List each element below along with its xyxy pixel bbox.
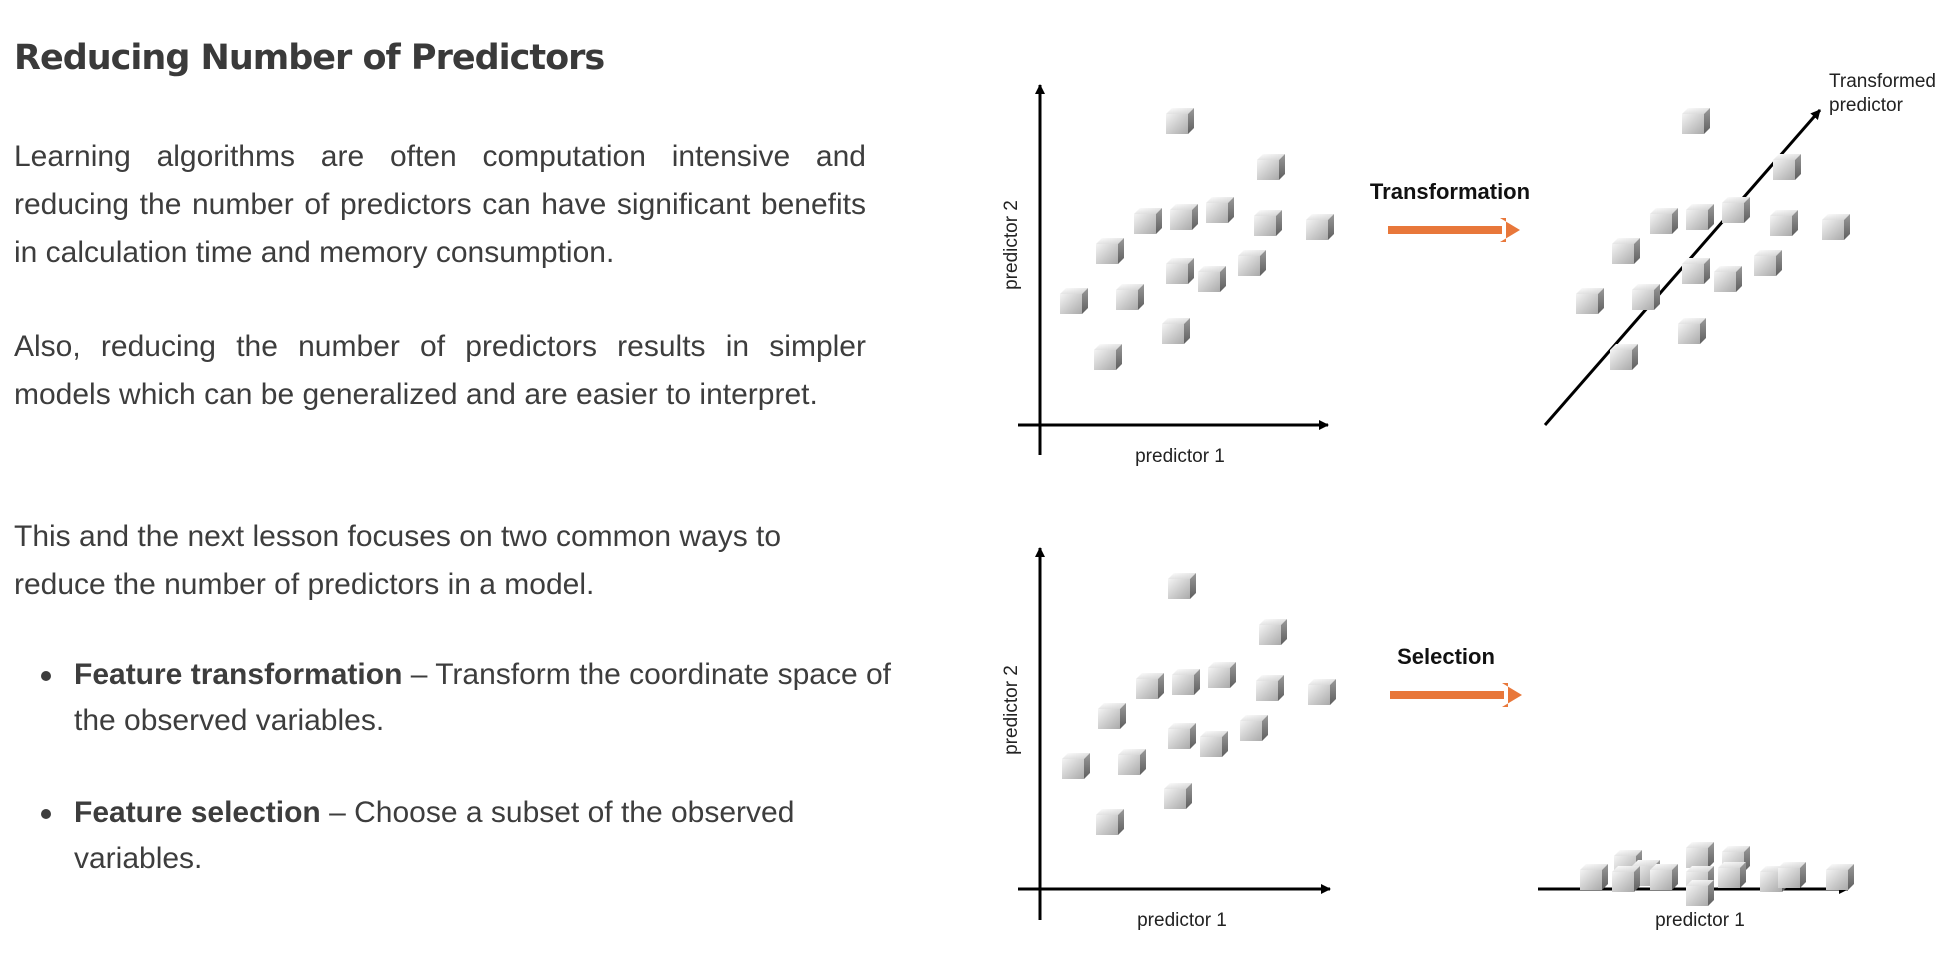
y-axis-label: predictor 2 bbox=[1001, 665, 1022, 755]
cube-icon bbox=[1254, 210, 1282, 236]
cube-icon bbox=[1308, 679, 1336, 705]
bottom-right-points bbox=[1580, 842, 1854, 906]
cube-icon bbox=[1722, 197, 1750, 223]
cube-icon bbox=[1686, 880, 1714, 906]
arrow-head-icon bbox=[1502, 683, 1522, 707]
cube-icon bbox=[1134, 208, 1162, 234]
bottom-left-points bbox=[1062, 573, 1336, 835]
cube-icon bbox=[1170, 204, 1198, 230]
cube-icon bbox=[1612, 238, 1640, 264]
page-title: Reducing Number of Predictors bbox=[14, 38, 605, 78]
cube-icon bbox=[1612, 866, 1640, 892]
feature-transformation-description: – Transform the coordinate space of the … bbox=[74, 658, 891, 737]
transformed-axis-label-line1: Transformed bbox=[1829, 71, 1936, 92]
bullet-dot-icon bbox=[41, 671, 51, 681]
intro-paragraph: Learning algorithms are often computatio… bbox=[14, 140, 866, 269]
cube-icon bbox=[1632, 284, 1660, 310]
arrow-head-icon bbox=[1500, 218, 1520, 242]
cube-icon bbox=[1206, 197, 1234, 223]
cube-icon bbox=[1576, 288, 1604, 314]
cube-icon bbox=[1754, 250, 1782, 276]
transformation-arrow: Transformation bbox=[1370, 179, 1530, 242]
simpler-models-paragraph: Also, reducing the number of predictors … bbox=[14, 330, 866, 411]
cube-icon bbox=[1168, 573, 1196, 599]
arrow-shaft bbox=[1390, 691, 1504, 699]
cube-icon bbox=[1714, 266, 1742, 292]
feature-transformation-term: Feature transformation bbox=[74, 658, 403, 691]
cube-icon bbox=[1650, 864, 1678, 890]
cube-icon bbox=[1678, 318, 1706, 344]
top-right-axes: Transformed predictor bbox=[1543, 71, 1936, 426]
cube-icon bbox=[1168, 723, 1196, 749]
cube-icon bbox=[1240, 715, 1268, 741]
top-right-points bbox=[1576, 108, 1850, 370]
arrow-shaft bbox=[1388, 226, 1502, 234]
selection-arrow: Selection bbox=[1390, 644, 1522, 707]
y-axis-label: predictor 2 bbox=[1001, 200, 1022, 290]
cube-icon bbox=[1257, 154, 1285, 180]
x-axis-label: predictor 1 bbox=[1135, 446, 1225, 467]
cube-icon bbox=[1650, 208, 1678, 234]
cube-icon bbox=[1118, 749, 1146, 775]
cube-icon bbox=[1198, 266, 1226, 292]
transformation-label: Transformation bbox=[1370, 179, 1530, 204]
cube-icon bbox=[1208, 662, 1236, 688]
selected-axis-label: predictor 1 bbox=[1655, 910, 1745, 931]
cube-icon bbox=[1610, 344, 1638, 370]
feature-selection-term: Feature selection bbox=[74, 796, 321, 829]
cube-icon bbox=[1718, 862, 1746, 888]
cube-icon bbox=[1166, 108, 1194, 134]
cube-icon bbox=[1060, 288, 1088, 314]
top-left-axes: predictor 1 predictor 2 bbox=[1001, 84, 1329, 467]
list-item-feature-transformation: Feature transformation – Transform the c… bbox=[14, 652, 894, 744]
cube-icon bbox=[1238, 250, 1266, 276]
cube-icon bbox=[1096, 238, 1124, 264]
cube-icon bbox=[1256, 675, 1284, 701]
top-left-points bbox=[1060, 108, 1334, 370]
cube-icon bbox=[1116, 284, 1144, 310]
cube-icon bbox=[1770, 210, 1798, 236]
bullet-dot-icon bbox=[41, 809, 51, 819]
transformed-axis-label-line2: predictor bbox=[1829, 95, 1904, 116]
methods-list: Feature transformation – Transform the c… bbox=[14, 652, 894, 928]
cube-icon bbox=[1682, 258, 1710, 284]
cube-icon bbox=[1164, 783, 1192, 809]
cube-icon bbox=[1686, 842, 1714, 868]
x-axis-label: predictor 1 bbox=[1137, 910, 1227, 931]
bottom-left-axes: predictor 1 predictor 2 bbox=[1001, 547, 1331, 931]
cube-icon bbox=[1162, 318, 1190, 344]
cube-icon bbox=[1826, 864, 1854, 890]
cube-icon bbox=[1166, 258, 1194, 284]
lesson-overview-paragraph: This and the next lesson focuses on two … bbox=[14, 520, 782, 601]
cube-icon bbox=[1172, 669, 1200, 695]
cube-icon bbox=[1096, 809, 1124, 835]
cube-icon bbox=[1682, 108, 1710, 134]
cube-icon bbox=[1686, 204, 1714, 230]
cube-icon bbox=[1773, 154, 1801, 180]
selection-label: Selection bbox=[1397, 644, 1495, 669]
cube-icon bbox=[1778, 862, 1806, 888]
cube-icon bbox=[1259, 619, 1287, 645]
cube-icon bbox=[1136, 673, 1164, 699]
cube-icon bbox=[1094, 344, 1122, 370]
cube-icon bbox=[1822, 214, 1850, 240]
cube-icon bbox=[1306, 214, 1334, 240]
cube-icon bbox=[1580, 864, 1608, 890]
cube-icon bbox=[1200, 731, 1228, 757]
cube-icon bbox=[1062, 753, 1090, 779]
list-item-feature-selection: Feature selection – Choose a subset of t… bbox=[14, 790, 894, 882]
cube-icon bbox=[1098, 703, 1126, 729]
feature-selection-description: – Choose a subset of the observed variab… bbox=[74, 796, 795, 875]
